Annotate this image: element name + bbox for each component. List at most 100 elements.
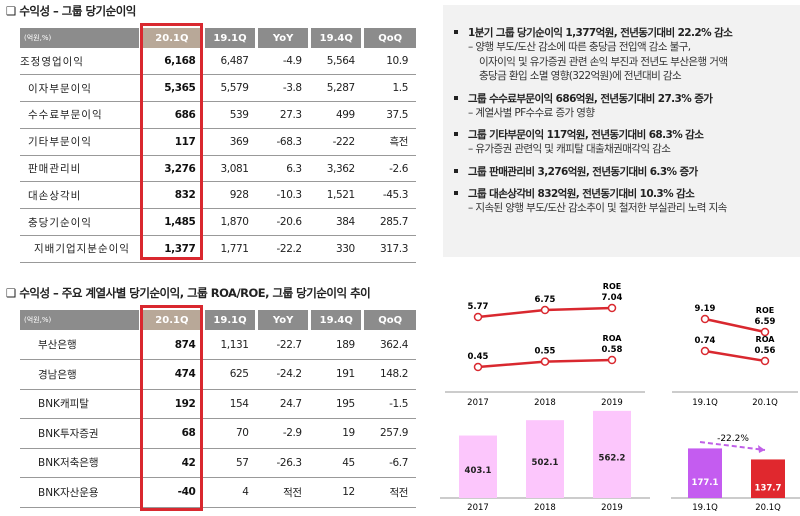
- cell-value: -24.2: [256, 359, 310, 390]
- series-label: ROE: [756, 306, 774, 315]
- cell-value: 539: [203, 101, 257, 129]
- cell-value: 362.4: [362, 330, 416, 360]
- data-label: 9.19: [695, 304, 716, 314]
- cell-value: 384: [309, 208, 363, 237]
- cell-value: 68: [140, 418, 204, 449]
- cell-value: 3,362: [309, 155, 363, 183]
- cell-value: 1,771: [203, 235, 257, 263]
- summary-detail: – 계열사별 PF수수료 증가 영향: [468, 106, 595, 119]
- cell-value: 적전: [362, 477, 416, 508]
- cell-value: 257.9: [362, 418, 416, 449]
- arrow-head-icon: [758, 445, 765, 453]
- series-label: ROA: [756, 335, 776, 344]
- cell-value: -1.5: [362, 389, 416, 419]
- bar-value-label: 137.7: [755, 484, 782, 494]
- cell-value: 474: [140, 359, 204, 390]
- cell-value: 24.7: [256, 389, 310, 419]
- data-label: 0.45: [468, 352, 489, 362]
- column-header: 19.4Q: [308, 28, 363, 48]
- cell-value: -3.8: [256, 74, 310, 103]
- cell-value: 6,168: [140, 48, 204, 76]
- cell-value: 6,487: [203, 48, 257, 76]
- cell-value: 3,276: [140, 155, 204, 183]
- data-label: 7.04: [602, 293, 623, 303]
- cell-value: 27.3: [256, 101, 310, 129]
- cell-value: 적전: [256, 477, 310, 508]
- cell-value: 42: [140, 448, 204, 478]
- cell-value: 5,579: [203, 74, 257, 103]
- row-label: 기타부문이익: [20, 128, 141, 156]
- column-header: QoQ: [361, 28, 416, 48]
- roa-point: [473, 362, 483, 372]
- series-label: ROE: [603, 282, 621, 291]
- cell-value: 195: [309, 389, 363, 419]
- cell-value: -45.3: [362, 181, 416, 210]
- table-row: 기타부문이익 117 369 -68.3 -222 흑전: [20, 128, 416, 156]
- row-label: 판매관리비: [20, 155, 141, 183]
- cell-value: 117: [140, 128, 204, 156]
- column-header: 19.1Q: [201, 310, 257, 330]
- data-label: 0.56: [755, 346, 776, 356]
- cell-value: 57: [203, 448, 257, 478]
- row-label: BNK투자증권: [20, 418, 141, 449]
- subsidiary-net-income-table: (억원,%) 20.1Q 19.1Q YoY 19.4Q QoQ 부산은행 874 1,131-…: [20, 310, 416, 508]
- cell-value: 5,365: [140, 74, 204, 103]
- roe-point: [760, 327, 770, 337]
- x-tick-label: 19.1Q: [692, 503, 718, 513]
- row-label: 수수료부문이익: [20, 101, 141, 129]
- roa-point: [607, 355, 617, 365]
- cell-value: 317.3: [362, 235, 416, 263]
- cell-value: 625: [203, 359, 257, 390]
- row-label: BNK자산운용: [20, 477, 141, 508]
- cell-value: 148.2: [362, 359, 416, 390]
- cell-value: -222: [309, 128, 363, 156]
- x-tick-label: 20.1Q: [755, 503, 781, 513]
- bar-value-label: 177.1: [692, 478, 719, 488]
- summary-detail: 이자이익 및 유가증권 관련 손익 부진과 전년도 부산은행 거액: [479, 55, 728, 68]
- cell-value: 191: [309, 359, 363, 390]
- roa-point: [760, 356, 770, 366]
- column-header: 20.1Q: [138, 310, 204, 330]
- section2-title: ❑ 수익성 – 주요 계열사별 당기순이익, 그룹 ROA/ROE, 그룹 당기…: [6, 286, 371, 300]
- cell-value: -26.3: [256, 448, 310, 478]
- cell-value: 154: [203, 389, 257, 419]
- cell-value: 1.5: [362, 74, 416, 103]
- table-row: 부산은행 874 1,131 -22.7 189 362.4: [20, 330, 416, 360]
- table-row: BNK저축은행 42 57 -26.3 45 -6.7: [20, 448, 416, 478]
- roe-point: [473, 312, 483, 322]
- table-row: 지배기업지분순이익 1,377 1,771 -22.2 330 317.3: [20, 235, 416, 263]
- roe-point: [700, 314, 710, 324]
- roa-point: [540, 357, 550, 366]
- column-header: 19.1Q: [201, 28, 257, 48]
- table-row: 조정영업이익 6,168 6,487 -4.9 5,564 10.9: [20, 48, 416, 76]
- row-label: 조정영업이익: [20, 48, 141, 76]
- trend-arrow: [699, 441, 766, 451]
- cell-value: 874: [140, 330, 204, 360]
- column-header: 19.4Q: [308, 310, 363, 330]
- highlight-box: [140, 23, 203, 260]
- summary-detail: – 지속된 양행 부도/도산 감소추이 및 철저한 부실관리 노력 지속: [468, 201, 727, 214]
- summary-detail: 충당금 환입 소멸 영향(322억원)에 전년대비 감소: [479, 70, 682, 82]
- cell-value: 192: [140, 389, 204, 419]
- table-row: 경남은행 474 625 -24.2 191 148.2: [20, 359, 416, 390]
- cell-value: 369: [203, 128, 257, 156]
- row-label: 경남은행: [20, 359, 141, 390]
- row-label: 지배기업지분순이익: [20, 235, 141, 263]
- highlight-box: [140, 305, 203, 511]
- cell-value: 45: [309, 448, 363, 478]
- column-header: QoQ: [361, 310, 416, 330]
- cell-value: -4.9: [256, 48, 310, 76]
- change-annotation: -22.2%: [717, 434, 749, 444]
- cell-value: -68.3: [256, 128, 310, 156]
- table-row: 판매관리비 3,276 3,081 6.3 3,362 -2.6: [20, 155, 416, 183]
- bar: [593, 410, 631, 498]
- cell-value: 285.7: [362, 208, 416, 237]
- row-label: BNK캐피탈: [20, 389, 141, 419]
- table-row: 충당기순이익 1,485 1,870 -20.6 384 285.7: [20, 208, 416, 237]
- series-label: ROA: [603, 334, 623, 343]
- cell-value: -40: [140, 477, 204, 508]
- bar: [751, 459, 785, 498]
- cell-value: 1,131: [203, 330, 257, 360]
- data-label: 0.74: [695, 336, 716, 346]
- cell-value: 928: [203, 181, 257, 210]
